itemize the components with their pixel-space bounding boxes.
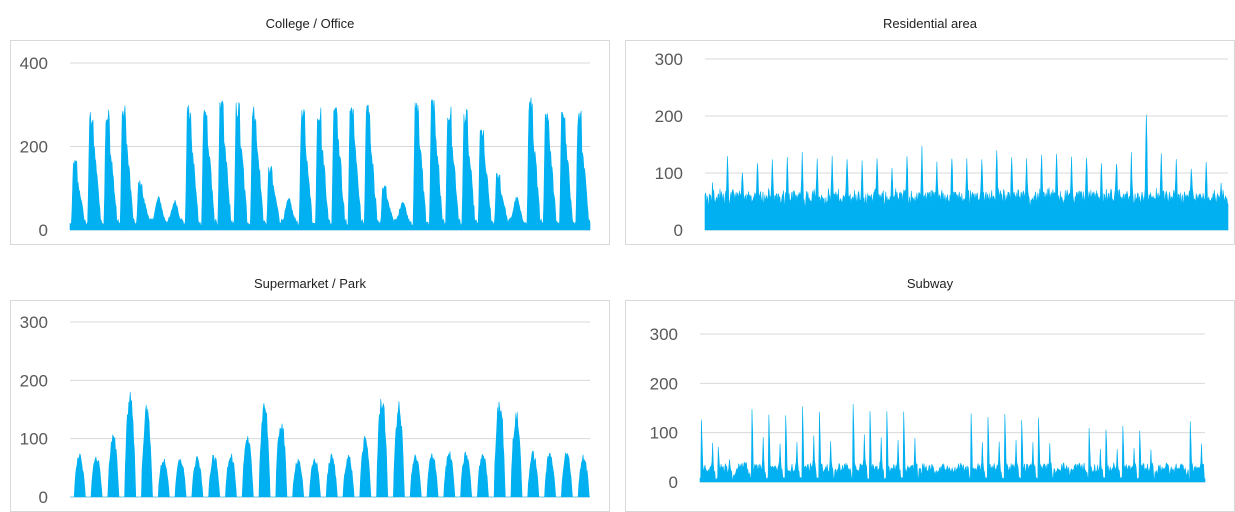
chart-panel-residential-area: Residential area 0 100 200 300 [625,0,1235,245]
y-tick-label: 300 [20,313,48,332]
chart-svg: 0 200 400 [20,54,591,240]
chart-svg: 0 100 200 300 [650,325,1206,492]
series-area [699,404,1206,483]
series-area [704,114,1229,231]
y-tick-label: 100 [650,424,678,443]
chart-panel-supermarket-park: Supermarket / Park 0 100 200 300 [10,270,610,512]
chart-title: Supermarket / Park [254,276,366,291]
y-tick-label: 400 [20,54,48,73]
chart-title: Residential area [883,16,977,31]
chart-panel-subway: Subway 0 100 200 300 [625,270,1235,512]
y-tick-label: 100 [655,164,683,183]
y-tick-label: 200 [655,107,683,126]
y-tick-label: 0 [39,221,48,240]
y-tick-label: 300 [650,325,678,344]
series-area [70,391,590,498]
y-tick-label: 300 [655,50,683,69]
y-tick-label: 200 [650,374,678,393]
y-tick-label: 0 [674,221,683,240]
y-tick-label: 200 [20,371,48,390]
chart-title: College / Office [265,16,355,31]
chart-svg: 0 100 200 300 [20,313,590,507]
chart-svg: 0 100 200 300 [655,50,1229,240]
y-tick-label: 100 [20,430,48,449]
chart-panel-college-office: College / Office 0 200 400 [10,0,610,245]
y-tick-label: 0 [669,473,678,492]
y-tick-label: 0 [39,488,48,507]
chart-title: Subway [906,276,954,291]
series-area [69,97,591,231]
y-tick-label: 200 [20,138,48,157]
